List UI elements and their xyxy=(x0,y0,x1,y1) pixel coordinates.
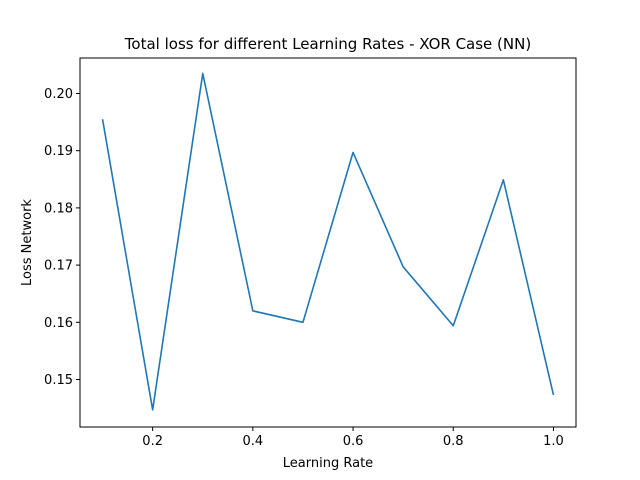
plot-layer xyxy=(101,72,555,411)
y-tick-label: 0.16 xyxy=(44,316,73,331)
plot-frame xyxy=(79,57,577,428)
x-tick-label: 0.8 xyxy=(443,434,464,449)
y-tick-label: 0.17 xyxy=(44,259,73,274)
y-axis-label: Loss Network xyxy=(20,199,35,286)
x-tick-label: 1.0 xyxy=(543,434,564,449)
y-axis: 0.15 0.16 0.17 0.18 0.19 0.20 xyxy=(44,87,80,388)
y-tick-label: 0.15 xyxy=(44,373,73,388)
y-tick-label: 0.20 xyxy=(44,87,73,102)
x-tick-label: 0.2 xyxy=(142,434,163,449)
x-tick-label: 0.4 xyxy=(243,434,264,449)
y-tick-label: 0.19 xyxy=(44,144,73,159)
y-tick-label: 0.18 xyxy=(44,201,73,216)
series-line-0 xyxy=(101,72,555,411)
x-tick-label: 0.6 xyxy=(343,434,364,449)
x-axis: 0.2 0.4 0.6 0.8 1.0 xyxy=(142,427,564,449)
chart-title: Total loss for different Learning Rates … xyxy=(124,35,531,53)
x-axis-label: Learning Rate xyxy=(283,456,373,471)
